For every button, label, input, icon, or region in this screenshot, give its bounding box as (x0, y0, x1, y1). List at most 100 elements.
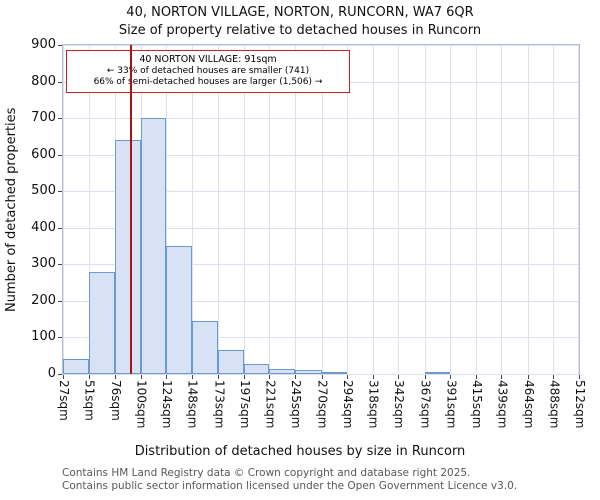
y-axis-tick (58, 227, 62, 229)
y-tick-label: 400 (31, 219, 56, 235)
x-axis-tick (321, 375, 323, 379)
annotation-box: 40 NORTON VILLAGE: 91sqm ← 33% of detach… (66, 50, 350, 93)
x-axis-tick (372, 375, 374, 379)
gridline-horizontal (63, 191, 579, 193)
x-tick-label: 51sqm (82, 380, 97, 421)
annotation-smaller-share: ← 33% of detached houses are smaller (74… (106, 66, 310, 76)
x-axis-tick (475, 375, 477, 379)
gridline-vertical (243, 45, 245, 374)
x-axis-tick (347, 375, 349, 379)
y-tick-label: 0 (47, 366, 56, 381)
x-axis-tick (579, 375, 580, 379)
x-tick-label: 76sqm (109, 380, 124, 421)
x-tick-label: 27sqm (57, 380, 71, 421)
histogram-bar (424, 372, 451, 374)
x-tick-label: 439sqm (495, 380, 510, 429)
x-tick-label: 415sqm (469, 380, 484, 429)
gridline-horizontal (63, 264, 579, 266)
gridline-horizontal (63, 227, 579, 229)
histogram-bar (321, 371, 348, 374)
x-axis-tick (88, 375, 90, 379)
gridline-horizontal (63, 154, 579, 156)
gridline-vertical (63, 45, 64, 374)
x-axis-tick (501, 375, 503, 379)
attribution-line2: Contains public sector information licen… (62, 479, 518, 492)
gridline-vertical (424, 45, 426, 374)
x-axis-label: Distribution of detached houses by size … (134, 444, 466, 459)
y-tick-label: 200 (31, 292, 56, 308)
x-tick-label: 148sqm (185, 380, 200, 429)
gridline-vertical (294, 45, 296, 374)
y-axis-tick (58, 300, 62, 302)
gridline-vertical (553, 45, 555, 374)
gridline-horizontal (63, 337, 579, 339)
x-axis-tick (140, 375, 142, 379)
histogram-bar (218, 350, 244, 374)
x-tick-label: 100sqm (134, 380, 149, 429)
y-axis-tick (58, 374, 62, 375)
histogram-bar (140, 118, 167, 374)
x-tick-label: 464sqm (521, 380, 536, 429)
annotation-larger-share: 66% of semi-detached houses are larger (… (93, 77, 323, 87)
gridline-horizontal (63, 45, 579, 46)
gridline-vertical (347, 45, 349, 374)
histogram-bar (88, 271, 116, 374)
gridline-vertical (88, 45, 90, 374)
gridline-vertical (578, 45, 579, 374)
y-tick-label: 300 (31, 256, 56, 272)
gridline-vertical (166, 45, 168, 374)
x-tick-label: 270sqm (315, 380, 330, 429)
gridline-vertical (527, 45, 529, 374)
histogram-bar (191, 321, 219, 374)
x-tick-label: 391sqm (444, 380, 459, 429)
x-tick-label: 318sqm (366, 380, 381, 429)
gridline-horizontal (63, 374, 579, 375)
y-axis-tick (58, 118, 62, 120)
chart-title: 40, NORTON VILLAGE, NORTON, RUNCORN, WA7… (126, 5, 474, 20)
x-tick-label: 294sqm (341, 380, 356, 429)
y-axis-tick (58, 154, 62, 156)
x-axis-tick (191, 375, 193, 379)
plot-area (62, 44, 580, 375)
attribution-line1: Contains HM Land Registry data © Crown c… (62, 467, 471, 479)
histogram-bar (115, 140, 141, 374)
gridline-vertical (218, 45, 220, 374)
y-axis-tick (58, 191, 62, 193)
x-axis-tick (398, 375, 400, 379)
gridline-vertical (475, 45, 477, 374)
histogram-bar (166, 246, 192, 374)
y-tick-label: 700 (31, 110, 56, 126)
x-tick-label: 488sqm (547, 380, 562, 429)
gridline-horizontal (63, 118, 579, 120)
histogram-bar (294, 370, 322, 374)
y-tick-label: 500 (31, 183, 56, 199)
y-axis-tick (58, 81, 62, 83)
gridline-horizontal (63, 300, 579, 302)
histogram-bar (269, 369, 295, 374)
x-axis-tick (294, 375, 296, 379)
x-tick-label: 221sqm (263, 380, 278, 429)
gridline-vertical (450, 45, 452, 374)
gridline-vertical (321, 45, 323, 374)
x-axis-tick (115, 375, 117, 379)
gridline-vertical (398, 45, 400, 374)
gridline-vertical (372, 45, 374, 374)
x-tick-label: 173sqm (212, 380, 227, 429)
y-tick-label: 100 (31, 329, 56, 345)
x-axis-tick (218, 375, 220, 379)
x-tick-label: 245sqm (288, 380, 303, 429)
x-axis-tick (424, 375, 426, 379)
x-axis-tick (243, 375, 245, 379)
gridline-vertical (191, 45, 193, 374)
y-tick-label: 600 (31, 146, 56, 162)
x-tick-label: 197sqm (237, 380, 252, 429)
x-axis-tick (527, 375, 529, 379)
histogram-bar (63, 359, 89, 374)
property-size-marker-line (130, 45, 133, 374)
y-axis-tick (58, 264, 62, 266)
attribution: Contains HM Land Registry data © Crown c… (62, 467, 517, 492)
y-tick-label: 900 (31, 37, 56, 52)
histogram-bar (243, 363, 270, 374)
gridline-vertical (501, 45, 503, 374)
